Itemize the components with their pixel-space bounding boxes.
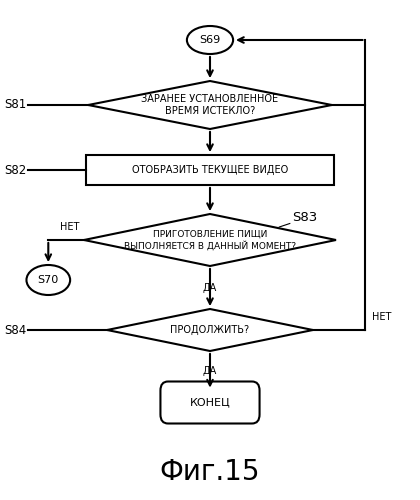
Text: ПРИГОТОВЛЕНИЕ ПИЩИ
ВЫПОЛНЯЕТСЯ В ДАННЫЙ МОМЕНТ?: ПРИГОТОВЛЕНИЕ ПИЩИ ВЫПОЛНЯЕТСЯ В ДАННЫЙ … (124, 230, 296, 250)
Text: КОНЕЦ: КОНЕЦ (189, 398, 231, 407)
Text: S84: S84 (4, 324, 26, 336)
FancyBboxPatch shape (160, 382, 260, 424)
Text: ЗАРАНЕЕ УСТАНОВЛЕННОЕ
ВРЕМЯ ИСТЕКЛО?: ЗАРАНЕЕ УСТАНОВЛЕННОЕ ВРЕМЯ ИСТЕКЛО? (142, 94, 278, 116)
Text: ДА: ДА (203, 282, 217, 292)
Polygon shape (88, 81, 332, 129)
Text: ПРОДОЛЖИТЬ?: ПРОДОЛЖИТЬ? (171, 325, 249, 335)
Text: S81: S81 (4, 98, 26, 112)
Text: S82: S82 (4, 164, 26, 176)
FancyBboxPatch shape (86, 155, 334, 185)
Text: НЕТ: НЕТ (372, 312, 391, 322)
Text: ДА: ДА (203, 366, 217, 376)
Text: ОТОБРАЗИТЬ ТЕКУЩЕЕ ВИДЕО: ОТОБРАЗИТЬ ТЕКУЩЕЕ ВИДЕО (132, 165, 288, 175)
Ellipse shape (187, 26, 233, 54)
Text: Фиг.15: Фиг.15 (160, 458, 260, 486)
Text: НЕТ: НЕТ (60, 222, 80, 232)
Text: S83: S83 (292, 211, 317, 224)
Ellipse shape (26, 265, 70, 295)
Text: S70: S70 (38, 275, 59, 285)
Polygon shape (107, 309, 313, 351)
Text: S69: S69 (200, 35, 221, 45)
Polygon shape (84, 214, 336, 266)
